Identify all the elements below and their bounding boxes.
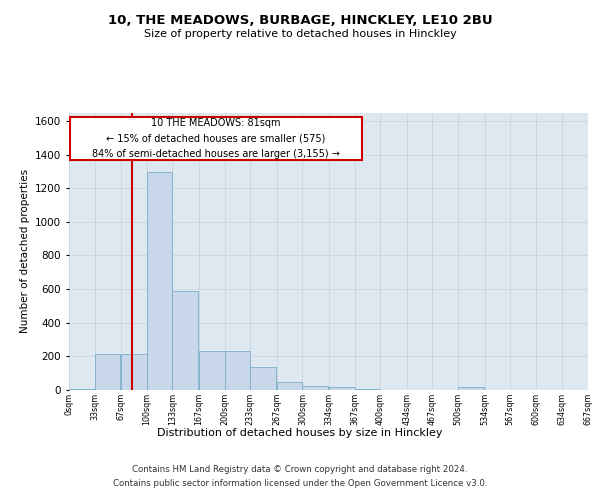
Text: Distribution of detached houses by size in Hinckley: Distribution of detached houses by size … <box>157 428 443 438</box>
Y-axis label: Number of detached properties: Number of detached properties <box>20 169 29 334</box>
Text: 10 THE MEADOWS: 81sqm
← 15% of detached houses are smaller (575)
84% of semi-det: 10 THE MEADOWS: 81sqm ← 15% of detached … <box>92 118 340 158</box>
Bar <box>172 291 198 390</box>
Bar <box>199 352 224 390</box>
Bar <box>224 352 250 390</box>
Text: Contains public sector information licensed under the Open Government Licence v3: Contains public sector information licen… <box>113 480 487 488</box>
Bar <box>69 388 95 390</box>
Bar <box>121 354 147 390</box>
Bar <box>277 382 302 390</box>
Bar <box>458 386 484 390</box>
Bar <box>250 368 276 390</box>
Bar <box>302 386 328 390</box>
Text: Size of property relative to detached houses in Hinckley: Size of property relative to detached ho… <box>143 29 457 39</box>
Bar <box>355 389 380 390</box>
Bar <box>95 354 121 390</box>
FancyBboxPatch shape <box>70 116 362 160</box>
Bar <box>329 386 355 390</box>
Text: Contains HM Land Registry data © Crown copyright and database right 2024.: Contains HM Land Registry data © Crown c… <box>132 464 468 473</box>
Text: 10, THE MEADOWS, BURBAGE, HINCKLEY, LE10 2BU: 10, THE MEADOWS, BURBAGE, HINCKLEY, LE10… <box>107 14 493 26</box>
Bar <box>147 172 172 390</box>
